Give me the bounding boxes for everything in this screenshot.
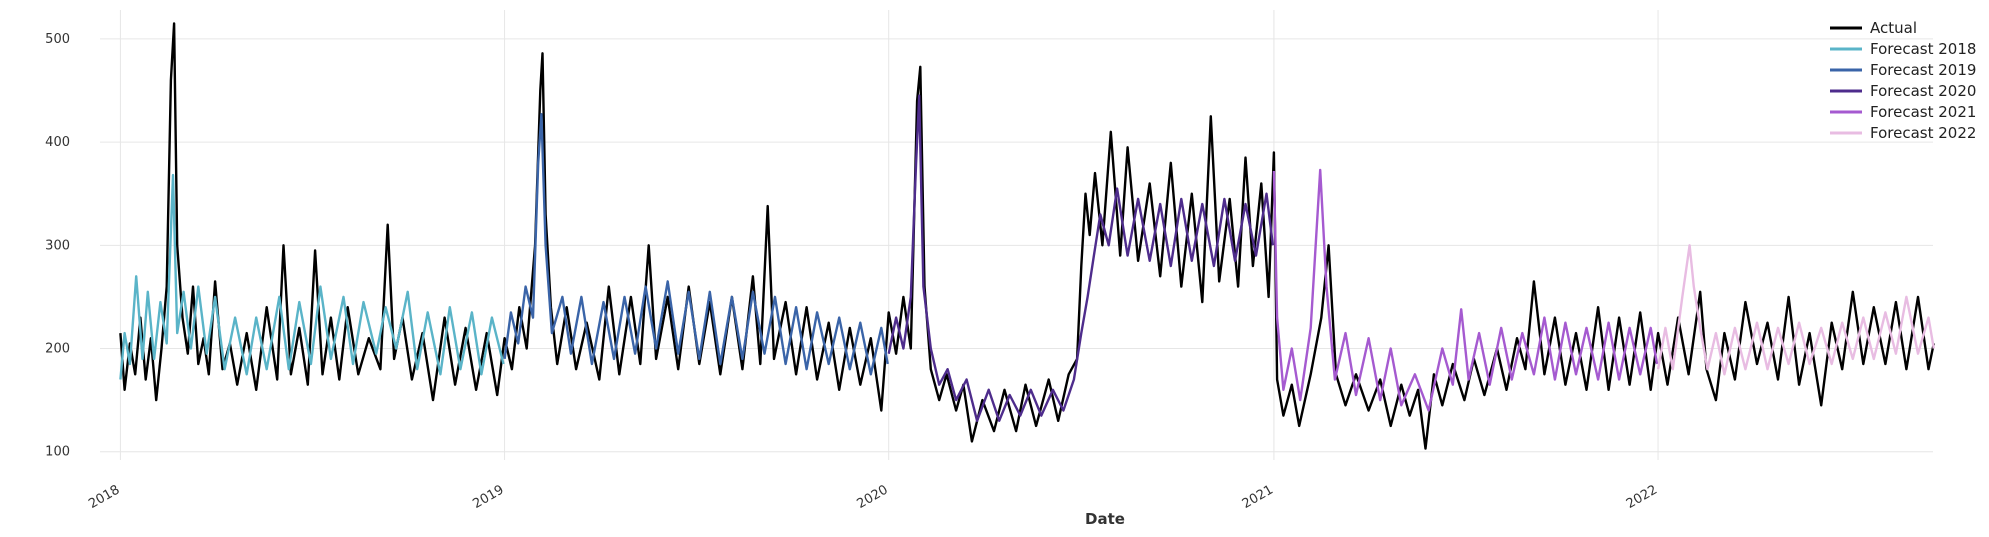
series-line-forecast-2021 — [1272, 168, 1659, 412]
y-tick-label: 400 — [45, 135, 70, 150]
x-axis-title: Date — [1085, 510, 1125, 528]
series-line-forecast-2022 — [1656, 244, 1935, 376]
legend-label: Forecast 2021 — [1870, 103, 1976, 121]
series-line-forecast-2019 — [503, 112, 889, 376]
x-tick-label: 2020 — [855, 482, 891, 512]
x-tick-label: 2021 — [1240, 482, 1276, 512]
legend-label: Forecast 2022 — [1870, 124, 1976, 142]
series-line-actual — [119, 22, 1935, 450]
series-line-forecast-2020 — [887, 94, 1275, 422]
y-tick-label: 100 — [45, 445, 70, 460]
x-axis-ticks: 2018 2019 2020 2021 2022 — [86, 482, 1660, 512]
legend-label: Forecast 2019 — [1870, 61, 1976, 79]
x-tick-label: 2022 — [1624, 482, 1660, 512]
legend: Actual Forecast 2018 Forecast 2019 Forecast… — [1830, 19, 1976, 142]
x-tick-label: 2018 — [86, 482, 122, 512]
legend-label: Forecast 2020 — [1870, 82, 1976, 100]
y-tick-label: 300 — [45, 238, 70, 253]
legend-label: Forecast 2018 — [1870, 40, 1976, 58]
y-axis-ticks: 100 200 300 400 500 — [45, 32, 70, 460]
series-line-forecast-2018 — [119, 173, 505, 380]
y-tick-label: 200 — [45, 342, 70, 357]
grid — [100, 10, 1933, 460]
y-tick-label: 500 — [45, 32, 70, 47]
x-tick-label: 2019 — [470, 482, 506, 512]
series-lines — [119, 22, 1935, 450]
legend-label: Actual — [1870, 19, 1917, 37]
